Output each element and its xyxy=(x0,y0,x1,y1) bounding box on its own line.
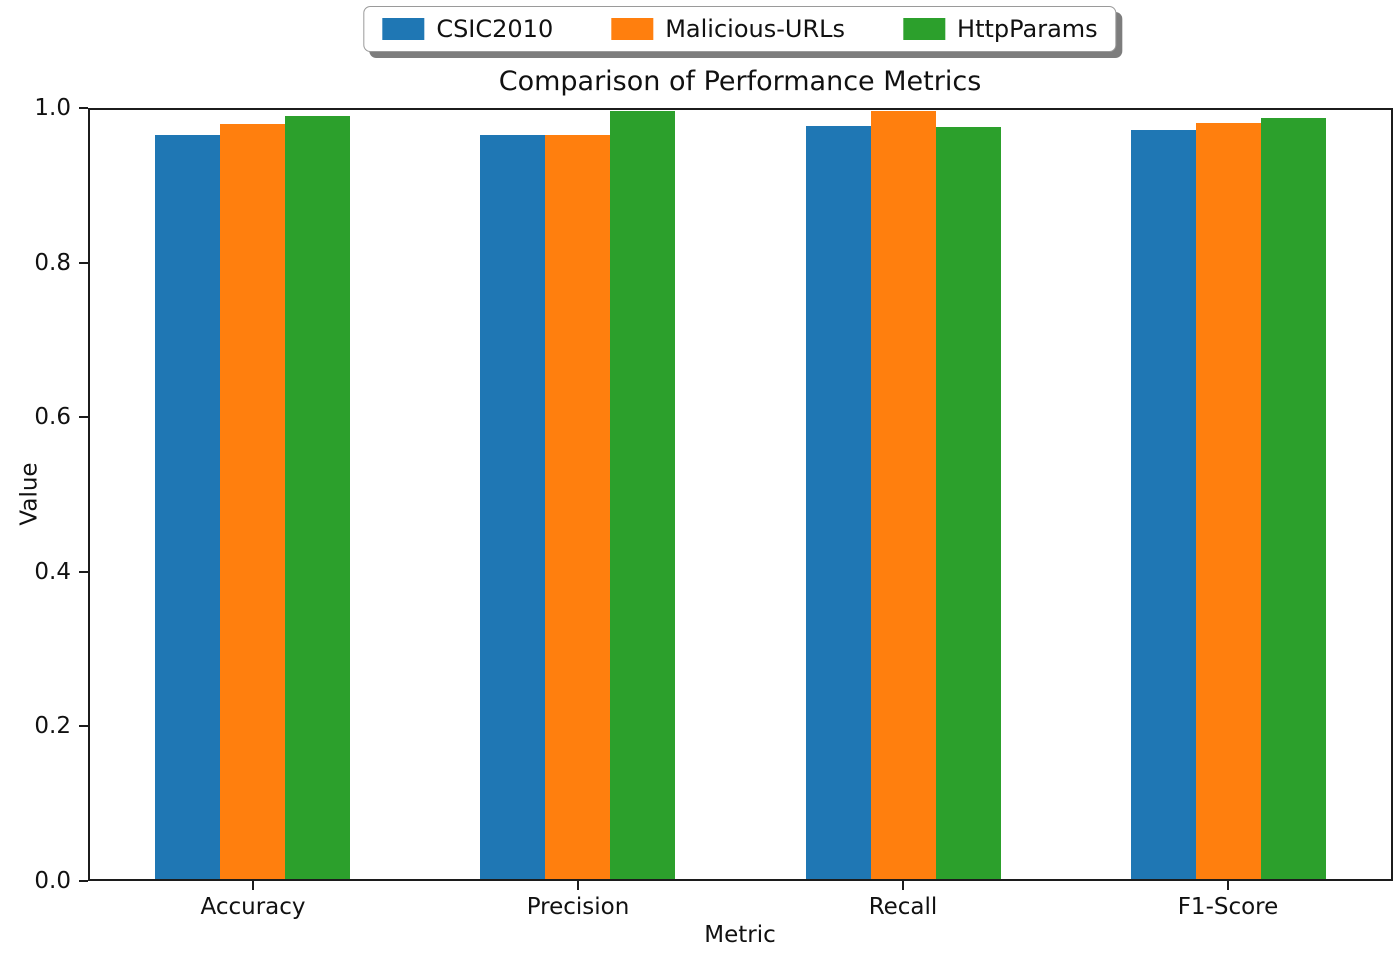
y-tick-mark xyxy=(79,107,88,109)
bar-httpparams-accuracy xyxy=(285,116,350,879)
legend-swatch-icon xyxy=(611,18,654,40)
y-tick-label: 0.2 xyxy=(34,713,71,739)
y-tick-mark xyxy=(79,725,88,727)
legend-label: HttpParams xyxy=(957,15,1098,43)
x-tick-mark xyxy=(577,881,579,890)
x-tick-mark xyxy=(252,881,254,890)
y-tick-mark xyxy=(79,262,88,264)
legend-swatch-icon xyxy=(382,18,425,40)
x-axis-label: Metric xyxy=(704,922,776,948)
bar-malicious-urls-accuracy xyxy=(220,123,285,879)
legend-item-malicious-urls: Malicious-URLs xyxy=(611,15,845,43)
bar-malicious-urls-recall xyxy=(871,110,936,879)
x-tick-label: Precision xyxy=(526,894,630,920)
y-tick-mark xyxy=(79,416,88,418)
legend: CSIC2010 Malicious-URLs HttpParams xyxy=(363,6,1117,52)
y-axis-label: Value xyxy=(16,462,43,526)
plot-area xyxy=(88,108,1393,881)
bar-httpparams-precision xyxy=(610,110,675,879)
legend-item-csic2010: CSIC2010 xyxy=(382,15,553,43)
y-tick-label: 0.6 xyxy=(34,404,71,430)
legend-item-httpparams: HttpParams xyxy=(903,15,1098,43)
bar-csic2010-f1-score xyxy=(1131,130,1196,879)
legend-label: Malicious-URLs xyxy=(665,15,846,43)
y-tick-label: 0.4 xyxy=(34,559,71,585)
y-tick-mark xyxy=(79,571,88,573)
y-tick-label: 1.0 xyxy=(34,95,71,121)
legend-swatch-icon xyxy=(903,18,946,40)
y-tick-label: 0.0 xyxy=(34,868,71,894)
y-tick-mark xyxy=(79,880,88,882)
y-tick-label: 0.8 xyxy=(34,250,71,276)
x-tick-mark xyxy=(902,881,904,890)
bar-malicious-urls-precision xyxy=(545,134,610,879)
bar-csic2010-accuracy xyxy=(155,135,220,879)
bar-csic2010-recall xyxy=(806,126,871,879)
x-tick-label: Recall xyxy=(868,894,938,920)
bar-malicious-urls-f1-score xyxy=(1196,123,1261,879)
bar-httpparams-f1-score xyxy=(1261,117,1326,879)
legend-label: CSIC2010 xyxy=(436,15,554,43)
x-tick-mark xyxy=(1227,881,1229,890)
bar-httpparams-recall xyxy=(936,126,1001,879)
chart-title: Comparison of Performance Metrics xyxy=(498,66,982,97)
x-tick-label: F1-Score xyxy=(1177,894,1279,920)
bar-csic2010-precision xyxy=(480,134,545,879)
x-tick-label: Accuracy xyxy=(200,894,306,920)
